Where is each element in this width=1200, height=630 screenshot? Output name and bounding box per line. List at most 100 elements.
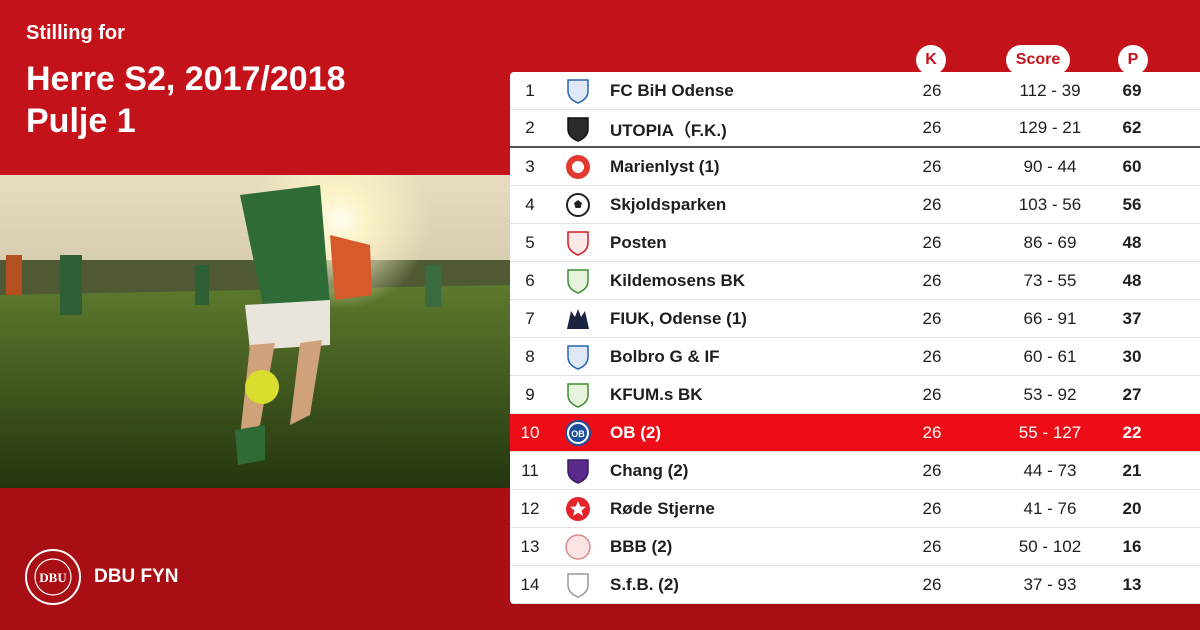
dbu-seal-text: DBU bbox=[39, 570, 67, 585]
subtitle: Stilling for bbox=[26, 22, 125, 44]
row-points: 56 bbox=[1122, 194, 1142, 214]
table-row: 10 OB OB (2) 26 55 - 127 22 bbox=[510, 414, 1200, 452]
dbu-logo: DBU DBU FYN bbox=[24, 548, 178, 606]
row-position: 6 bbox=[525, 270, 535, 290]
row-score: 50 - 102 bbox=[1018, 536, 1082, 556]
row-team-name: FC BiH Odense bbox=[610, 80, 734, 100]
shield-outline-icon bbox=[564, 571, 592, 599]
table-row: 11 Chang (2) 26 44 - 73 21 bbox=[510, 452, 1200, 490]
row-score: 112 - 39 bbox=[1019, 80, 1081, 100]
title-line-2: Pulje 1 bbox=[26, 102, 136, 140]
table-row: 13 BBB (2) 26 50 - 102 16 bbox=[510, 528, 1200, 566]
row-score: 86 - 69 bbox=[1023, 232, 1077, 252]
column-header-points: P bbox=[1118, 45, 1148, 75]
row-score: 41 - 76 bbox=[1023, 498, 1077, 518]
row-games: 26 bbox=[922, 194, 942, 214]
row-position: 8 bbox=[525, 346, 535, 366]
shield-blue-icon bbox=[564, 343, 592, 371]
table-row: 9 KFUM.s BK 26 53 - 92 27 bbox=[510, 376, 1200, 414]
row-position: 9 bbox=[525, 384, 535, 404]
row-games: 26 bbox=[922, 574, 942, 594]
row-position: 11 bbox=[521, 460, 539, 480]
row-points: 16 bbox=[1122, 536, 1142, 556]
row-points: 13 bbox=[1122, 574, 1142, 594]
row-score: 37 - 93 bbox=[1023, 574, 1077, 594]
heading: Stilling for Herre S2, 2017/2018 Pulje 1 bbox=[26, 22, 345, 141]
table-row: 3 Marienlyst (1) 26 90 - 44 60 bbox=[510, 148, 1200, 186]
row-team-name: Røde Stjerne bbox=[610, 498, 715, 518]
row-games: 26 bbox=[922, 270, 942, 290]
table-row: 14 S.f.B. (2) 26 37 - 93 13 bbox=[510, 566, 1200, 604]
row-score: 73 - 55 bbox=[1023, 270, 1077, 290]
row-position: 10 bbox=[520, 422, 540, 442]
row-games: 26 bbox=[922, 232, 942, 252]
row-team-name: OB (2) bbox=[610, 422, 661, 442]
row-score: 55 - 127 bbox=[1018, 422, 1082, 442]
shield-red-icon bbox=[564, 229, 592, 257]
table-row: 6 Kildemosens BK 26 73 - 55 48 bbox=[510, 262, 1200, 300]
badge-pink-icon bbox=[564, 533, 592, 561]
row-points: 48 bbox=[1122, 270, 1142, 290]
row-points: 20 bbox=[1122, 498, 1142, 518]
row-position: 12 bbox=[520, 498, 540, 518]
row-games: 26 bbox=[922, 536, 942, 556]
row-position: 2 bbox=[525, 118, 535, 137]
row-team-name: KFUM.s BK bbox=[610, 384, 703, 404]
row-team-name: Kildemosens BK bbox=[610, 270, 746, 290]
table-row: 5 Posten 26 86 - 69 48 bbox=[510, 224, 1200, 262]
row-team-name: Posten bbox=[610, 232, 667, 252]
table-row: 12 Røde Stjerne 26 41 - 76 20 bbox=[510, 490, 1200, 528]
row-games: 26 bbox=[922, 118, 942, 137]
row-points: 21 bbox=[1122, 460, 1142, 480]
row-team-name: UTOPIA（F.K.) bbox=[610, 120, 727, 140]
ob-circle-icon: OB bbox=[564, 419, 592, 447]
row-games: 26 bbox=[922, 156, 942, 176]
row-points: 62 bbox=[1122, 118, 1142, 137]
table-row: 4 Skjoldsparken 26 103 - 56 56 bbox=[510, 186, 1200, 224]
table-row: 8 Bolbro G & IF 26 60 - 61 30 bbox=[510, 338, 1200, 376]
brand-name: DBU FYN bbox=[94, 566, 179, 587]
row-games: 26 bbox=[922, 308, 942, 328]
row-position: 4 bbox=[525, 194, 535, 214]
row-team-name: S.f.B. (2) bbox=[610, 574, 679, 594]
row-position: 7 bbox=[525, 308, 535, 328]
table-row: 2 UTOPIA（F.K.) 26 129 - 21 62 bbox=[510, 110, 1200, 148]
row-games: 26 bbox=[922, 384, 942, 404]
row-games: 26 bbox=[922, 346, 942, 366]
row-team-name: BBB (2) bbox=[610, 536, 673, 556]
row-score: 44 - 73 bbox=[1023, 460, 1077, 480]
row-points: 37 bbox=[1122, 308, 1142, 328]
row-points: 48 bbox=[1122, 232, 1142, 252]
row-position: 5 bbox=[525, 232, 535, 252]
row-games: 26 bbox=[922, 80, 942, 100]
row-points: 22 bbox=[1122, 422, 1142, 442]
column-header-games: K bbox=[916, 45, 946, 75]
row-games: 26 bbox=[922, 422, 942, 442]
row-games: 26 bbox=[922, 460, 942, 480]
row-position: 1 bbox=[525, 80, 535, 100]
row-team-name: Chang (2) bbox=[610, 460, 689, 480]
soccer-ball-icon bbox=[564, 191, 592, 219]
red-star-icon bbox=[564, 495, 592, 523]
dbu-seal-icon: DBU bbox=[25, 549, 81, 605]
row-score: 103 - 56 bbox=[1018, 194, 1082, 214]
row-score: 60 - 61 bbox=[1023, 346, 1077, 366]
row-points: 27 bbox=[1122, 384, 1142, 404]
table-row: 1 FC BiH Odense 26 112 - 39 69 bbox=[510, 72, 1200, 110]
row-score: 129 - 21 bbox=[1018, 118, 1082, 137]
shield-black-icon bbox=[564, 115, 592, 143]
row-team-name: FIUK, Odense (1) bbox=[610, 308, 747, 328]
badge-red-icon bbox=[564, 153, 592, 181]
row-team-name: Marienlyst (1) bbox=[610, 156, 720, 176]
row-score: 90 - 44 bbox=[1023, 156, 1077, 176]
row-position: 3 bbox=[525, 156, 535, 176]
row-score: 66 - 91 bbox=[1023, 308, 1077, 328]
row-team-name: Skjoldsparken bbox=[610, 194, 727, 214]
shield-green-icon bbox=[564, 381, 592, 409]
row-games: 26 bbox=[922, 498, 942, 518]
table-row: 7 FIUK, Odense (1) 26 66 - 91 37 bbox=[510, 300, 1200, 338]
row-points: 69 bbox=[1122, 80, 1142, 100]
shield-blue-icon bbox=[564, 77, 592, 105]
svg-text:OB: OB bbox=[571, 429, 585, 439]
hero-photo bbox=[0, 175, 510, 488]
